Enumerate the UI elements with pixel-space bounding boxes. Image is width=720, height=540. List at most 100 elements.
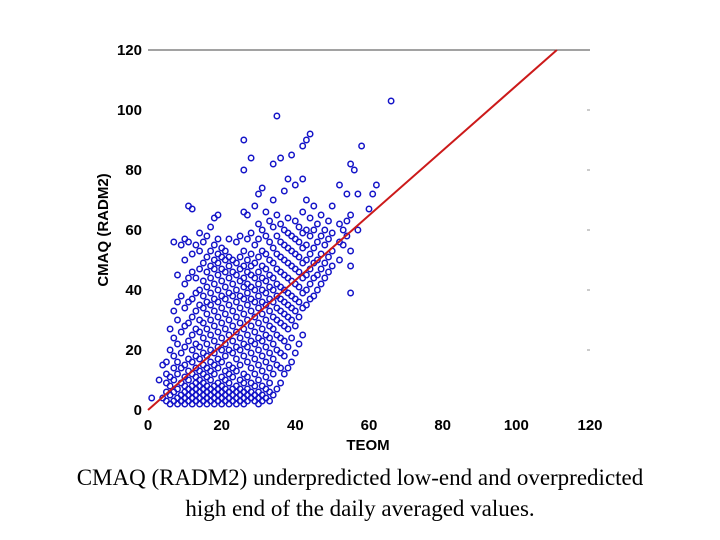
data-point bbox=[199, 238, 207, 246]
data-point bbox=[347, 289, 355, 297]
data-point bbox=[347, 160, 355, 168]
data-point bbox=[185, 337, 192, 345]
data-point bbox=[310, 244, 318, 252]
data-point bbox=[185, 376, 192, 384]
data-point bbox=[207, 274, 215, 282]
scatter-chart: 0 20 40 60 80 100 120 0 20 40 60 80 100 120 TEOM CMAQ… bbox=[95, 42, 603, 454]
data-point bbox=[236, 361, 244, 369]
data-point bbox=[247, 364, 255, 372]
x-tick-label: 60 bbox=[361, 417, 378, 434]
data-point bbox=[199, 304, 207, 312]
data-point bbox=[277, 154, 285, 162]
data-point bbox=[266, 217, 274, 225]
data-point bbox=[247, 229, 255, 237]
data-point bbox=[258, 325, 266, 333]
data-point bbox=[210, 322, 218, 330]
data-point bbox=[262, 250, 270, 258]
data-point bbox=[162, 358, 170, 366]
data-point bbox=[203, 325, 211, 333]
data-point bbox=[170, 334, 178, 342]
data-point bbox=[255, 268, 262, 276]
data-point bbox=[321, 259, 329, 267]
data-point bbox=[306, 280, 314, 288]
data-point bbox=[203, 232, 211, 240]
data-point bbox=[339, 241, 347, 249]
data-point bbox=[251, 340, 259, 348]
data-point bbox=[269, 286, 277, 294]
data-point bbox=[273, 385, 281, 393]
data-point bbox=[199, 319, 207, 327]
data-point bbox=[343, 217, 351, 225]
data-point bbox=[232, 367, 240, 375]
data-point bbox=[199, 277, 207, 285]
data-point bbox=[317, 280, 325, 288]
data-point bbox=[221, 247, 229, 255]
data-point bbox=[258, 310, 266, 318]
data-point bbox=[221, 352, 229, 360]
data-point bbox=[291, 217, 299, 225]
caption-line-1: CMAQ (RADM2) underpredicted low-end and … bbox=[76, 465, 644, 490]
data-point bbox=[295, 298, 303, 306]
data-point bbox=[317, 265, 325, 273]
data-point bbox=[266, 397, 274, 405]
data-point bbox=[302, 196, 310, 204]
data-point bbox=[232, 298, 240, 306]
data-point bbox=[295, 340, 303, 348]
data-point bbox=[243, 331, 251, 339]
data-point bbox=[325, 253, 332, 261]
data-point bbox=[240, 166, 248, 174]
data-point bbox=[240, 136, 248, 144]
data-point bbox=[299, 331, 307, 339]
data-point bbox=[310, 202, 318, 210]
data-point bbox=[350, 166, 358, 174]
data-point bbox=[325, 268, 332, 276]
data-point bbox=[240, 295, 248, 303]
data-point bbox=[313, 238, 321, 246]
data-point bbox=[269, 355, 277, 363]
data-point bbox=[181, 304, 189, 312]
data-point bbox=[291, 349, 299, 357]
data-point bbox=[255, 319, 262, 327]
data-point bbox=[302, 136, 310, 144]
data-point bbox=[247, 154, 255, 162]
data-point bbox=[207, 289, 215, 297]
data-point bbox=[177, 292, 185, 300]
data-point bbox=[174, 271, 181, 279]
data-point bbox=[174, 340, 181, 348]
data-point bbox=[310, 226, 318, 234]
data-point bbox=[288, 358, 296, 366]
data-point bbox=[188, 295, 196, 303]
data-point bbox=[266, 334, 274, 342]
y-tick-label: 100 bbox=[117, 102, 142, 119]
data-point bbox=[269, 391, 277, 399]
data-point bbox=[295, 238, 303, 246]
data-point bbox=[236, 334, 244, 342]
data-point bbox=[269, 325, 277, 333]
reference-line bbox=[147, 49, 558, 411]
data-point bbox=[273, 211, 281, 219]
data-point bbox=[218, 304, 226, 312]
data-point bbox=[247, 307, 255, 315]
data-point bbox=[280, 352, 288, 360]
data-point bbox=[232, 313, 240, 321]
data-point bbox=[210, 241, 218, 249]
data-point bbox=[174, 358, 181, 366]
data-point bbox=[225, 379, 233, 387]
data-point bbox=[336, 256, 343, 264]
data-point bbox=[188, 346, 196, 354]
data-point bbox=[251, 328, 259, 336]
data-point bbox=[196, 247, 204, 255]
data-point bbox=[177, 241, 185, 249]
data-point bbox=[170, 376, 178, 384]
data-point bbox=[188, 250, 196, 258]
x-tick-label: 80 bbox=[434, 417, 451, 434]
data-point bbox=[277, 364, 285, 372]
data-point bbox=[196, 343, 204, 351]
data-point bbox=[188, 331, 196, 339]
data-point bbox=[295, 223, 303, 231]
data-point bbox=[229, 307, 237, 315]
data-point bbox=[192, 307, 200, 315]
data-point bbox=[207, 376, 215, 384]
data-point bbox=[243, 358, 251, 366]
data-point bbox=[266, 379, 274, 387]
